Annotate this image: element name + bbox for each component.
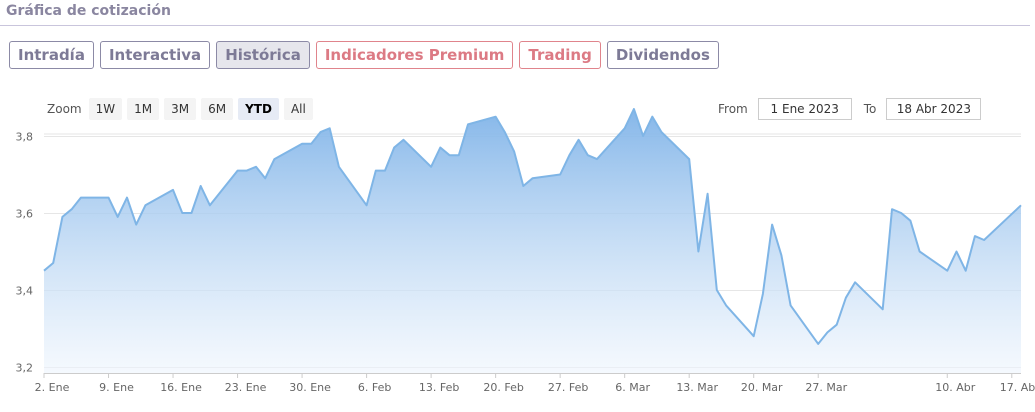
tab-dividendos[interactable]: Dividendos — [606, 41, 719, 69]
zoom-label: Zoom — [47, 102, 82, 116]
range-to-label: To — [863, 102, 877, 116]
section-title: Gráfica de cotización — [6, 3, 171, 19]
zoom-1w-button[interactable]: 1W — [88, 98, 123, 120]
x-tick-label: 13. Feb — [419, 381, 459, 394]
x-tick-label: 23. Ene — [225, 381, 267, 394]
range-to-input[interactable] — [886, 98, 982, 120]
x-tick-label: 27. Feb — [548, 381, 588, 394]
title-divider — [0, 25, 1030, 26]
tab-intradia[interactable]: Intradía — [9, 41, 94, 69]
y-tick-label: 3,8 — [16, 131, 34, 144]
tab-historica[interactable]: Histórica — [216, 41, 310, 69]
x-tick-label: 13. Mar — [676, 381, 718, 394]
zoom-bar: Zoom 1W 1M 3M 6M YTD All — [47, 98, 313, 120]
x-tick-label: 2. Ene — [35, 381, 70, 394]
zoom-ytd-button[interactable]: YTD — [238, 98, 279, 120]
x-tick-label: 30. Ene — [289, 381, 331, 394]
x-tick-label: 6. Mar — [615, 381, 650, 394]
y-tick-label: 3,2 — [16, 362, 34, 375]
x-tick-label: 16. Ene — [160, 381, 202, 394]
y-tick-label: 3,6 — [16, 208, 34, 221]
x-tick-label: 27. Mar — [805, 381, 847, 394]
zoom-1m-button[interactable]: 1M — [127, 98, 160, 120]
date-range: From To — [718, 98, 982, 120]
tab-indicadores-premium[interactable]: Indicadores Premium — [315, 41, 514, 69]
tab-trading[interactable]: Trading — [519, 41, 601, 69]
zoom-6m-button[interactable]: 6M — [201, 98, 234, 120]
x-tick-label: 20. Mar — [741, 381, 783, 394]
x-tick-label: 6. Feb — [358, 381, 391, 394]
x-tick-label: 17. Abr — [1000, 381, 1035, 394]
y-tick-label: 3,4 — [16, 285, 34, 298]
tab-interactiva[interactable]: Interactiva — [99, 41, 211, 69]
x-tick-label: 10. Abr — [935, 381, 975, 394]
price-area-fill — [44, 109, 1021, 373]
zoom-3m-button[interactable]: 3M — [164, 98, 197, 120]
x-tick-label: 20. Feb — [483, 381, 523, 394]
zoom-all-button[interactable]: All — [283, 98, 313, 120]
chart-tabs: Intradía Interactiva Histórica Indicador… — [9, 41, 719, 69]
x-tick-label: 9. Ene — [99, 381, 134, 394]
range-from-label: From — [718, 102, 748, 116]
price-line — [43, 108, 1022, 345]
range-from-input[interactable] — [757, 98, 852, 120]
